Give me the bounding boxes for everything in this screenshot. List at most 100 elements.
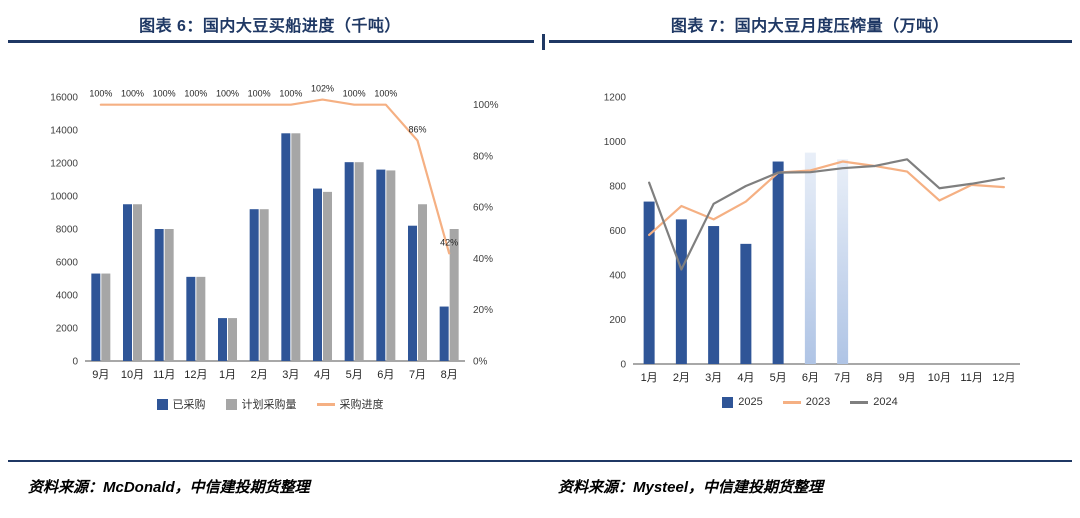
soybean-purchase-progress-chart: 0 2000 4000 6000 8000 10000 12000 14000 16000 0% 2…	[50, 84, 499, 381]
point-label: 100%	[343, 89, 366, 99]
left-axis-tick-label: 14000	[50, 126, 78, 137]
bar	[313, 188, 322, 361]
point-label: 100%	[216, 89, 239, 99]
bar	[259, 209, 269, 361]
category-label: 8月	[866, 372, 883, 384]
right-axis-tick-label: 60%	[473, 203, 493, 214]
bar	[291, 133, 301, 361]
bar	[344, 162, 354, 361]
left-axis-tick-label: 800	[609, 182, 626, 193]
category-label: 2月	[251, 369, 268, 381]
header-divider-tick	[542, 34, 545, 50]
legend-item-1: 计划采购量	[225, 396, 297, 412]
category-label: 6月	[377, 369, 394, 381]
bar	[133, 204, 142, 361]
left-source-text: 资料来源：McDonald，中信建投期货整理	[28, 479, 310, 496]
bar	[101, 273, 111, 361]
left-axis-tick-label: 1000	[604, 137, 627, 148]
soybean-crush-volume-chart: 0 200 400 600 800 1000 1200 1月 2月 3月 4月 5月 6月 7月 8月 9月 1…	[604, 93, 1020, 384]
left-chart-legend: 已采购 计划采购量 采购进度	[0, 396, 540, 412]
bar	[228, 318, 237, 361]
line-series	[99, 98, 451, 255]
category-label: 1月	[641, 372, 658, 384]
legend-swatch-square	[722, 396, 734, 408]
right-axis-tick-label: 80%	[473, 151, 493, 162]
legend-item-2: 采购进度	[316, 396, 384, 412]
left-chart-title: 图表 6：国内大豆买船进度（千吨）	[139, 18, 401, 35]
category-label: 10月	[121, 369, 144, 381]
legend-label: 计划采购量	[241, 399, 297, 411]
legend-label: 2024	[873, 396, 898, 408]
bar	[418, 204, 427, 361]
legend-swatch-line	[782, 400, 801, 404]
bar	[675, 219, 687, 364]
legend-item-0: 2025	[722, 396, 763, 408]
legend-swatch-square	[156, 398, 168, 410]
category-label: 3月	[705, 372, 722, 384]
forecast-bar	[804, 152, 816, 364]
point-label: 42%	[440, 237, 458, 247]
category-label: 1月	[219, 369, 236, 381]
right-chart-title: 图表 7：国内大豆月度压榨量（万吨）	[670, 18, 950, 35]
left-axis-tick-label: 2000	[56, 324, 79, 335]
footer-divider	[8, 460, 1072, 462]
point-label: 100%	[121, 89, 144, 99]
bar	[281, 133, 291, 361]
bar	[154, 229, 164, 361]
category-label: 5月	[770, 372, 787, 384]
bar	[643, 201, 655, 364]
bar	[376, 169, 386, 361]
right-chart-legend: 2025 2023 2024	[540, 396, 1080, 408]
bar	[708, 226, 720, 364]
category-label: 7月	[409, 369, 426, 381]
right-axis-tick-label: 20%	[473, 305, 493, 316]
legend-swatch-square	[225, 398, 237, 410]
bar	[449, 229, 459, 361]
forecast-bar	[837, 159, 849, 364]
line-series	[648, 160, 1005, 237]
bar	[186, 276, 196, 361]
bar	[740, 243, 752, 364]
category-label: 3月	[282, 369, 299, 381]
left-axis-tick-label: 0	[72, 357, 78, 368]
legend-swatch-line	[316, 402, 335, 406]
left-axis-tick-label: 1200	[604, 93, 627, 104]
point-label: 100%	[153, 89, 176, 99]
bar	[91, 273, 101, 361]
bar	[218, 318, 227, 361]
point-label: 100%	[374, 89, 397, 99]
bar	[408, 225, 417, 361]
legend-swatch-line	[850, 400, 869, 404]
legend-item-0: 已采购	[156, 396, 206, 412]
legend-item-2: 2024	[850, 396, 898, 408]
right-axis-tick-label: 100%	[473, 100, 499, 111]
bar	[354, 162, 364, 361]
category-label: 8月	[441, 369, 458, 381]
bar	[196, 276, 206, 361]
left-title-underline	[8, 40, 534, 43]
line-series	[648, 158, 1005, 271]
category-label: 5月	[346, 369, 363, 381]
bar	[323, 191, 332, 361]
left-axis-tick-label: 10000	[50, 192, 78, 203]
left-axis-tick-label: 16000	[50, 93, 78, 104]
left-axis-tick-label: 8000	[56, 225, 79, 236]
left-axis-tick-label: 12000	[50, 159, 78, 170]
left-axis-tick-label: 6000	[56, 258, 79, 269]
category-label: 4月	[737, 372, 754, 384]
right-title-underline	[549, 40, 1072, 43]
right-source-text: 资料来源：Mysteel，中信建投期货整理	[558, 479, 824, 496]
legend-item-1: 2023	[782, 396, 831, 408]
legend-label: 2023	[805, 396, 831, 408]
category-label: 11月	[960, 372, 982, 384]
category-label: 6月	[802, 372, 819, 384]
bar	[249, 209, 259, 361]
left-axis-tick-label: 4000	[56, 291, 79, 302]
legend-label: 已采购	[172, 399, 206, 411]
bar	[386, 170, 396, 361]
point-label: 102%	[311, 84, 334, 94]
bar	[439, 306, 449, 361]
bar	[123, 204, 132, 361]
left-axis-tick-label: 200	[609, 315, 626, 326]
